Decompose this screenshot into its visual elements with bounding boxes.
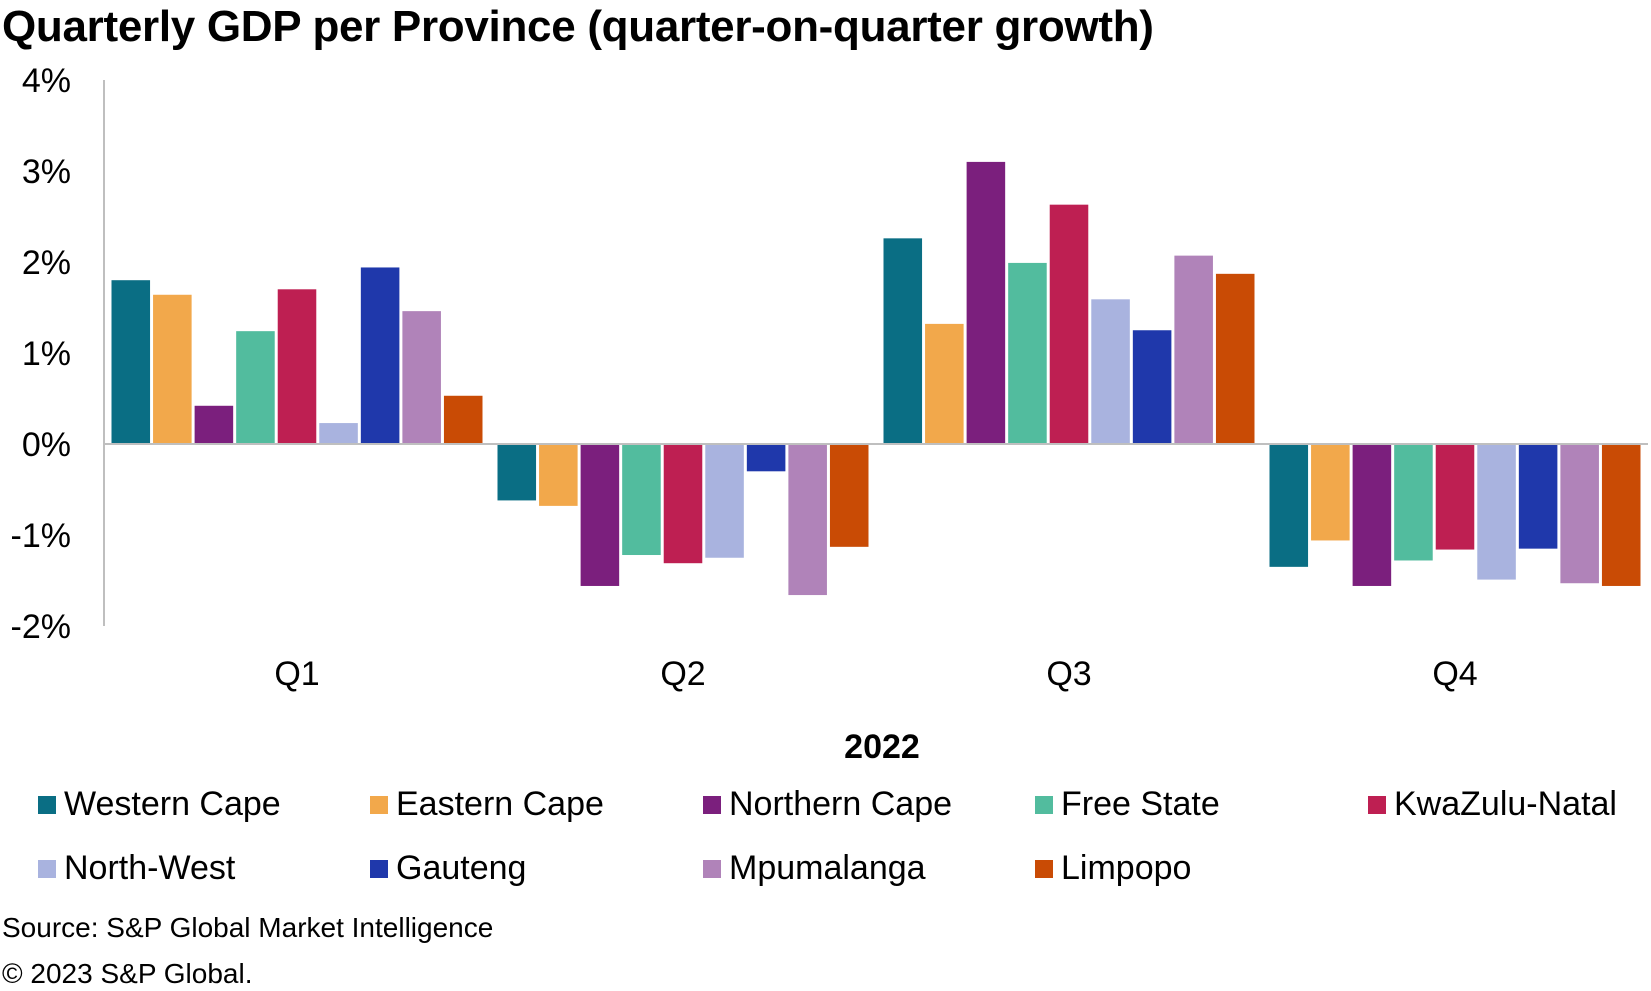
bar [1518, 444, 1558, 549]
y-tick-label: 0% [22, 426, 71, 464]
bar [1132, 330, 1172, 444]
y-tick-label: -1% [11, 517, 71, 555]
bar [1174, 255, 1213, 444]
bar [1311, 444, 1350, 541]
bar [1269, 444, 1309, 567]
bar [1560, 444, 1599, 584]
legend-label: North-West [64, 849, 236, 887]
legend-label: Northern Cape [729, 785, 953, 823]
x-axis: Q1 Q2 Q3 Q4 [104, 443, 1648, 693]
bar [111, 280, 151, 444]
x-tick-label: Q1 [274, 655, 319, 693]
legend-item: Western Cape [38, 785, 281, 824]
y-tick-label: 4% [22, 62, 71, 100]
y-tick-label: 3% [22, 153, 71, 191]
bar [925, 323, 964, 444]
legend-swatch [1368, 795, 1386, 814]
legend-label: Free State [1061, 785, 1220, 823]
legend-item: Limpopo [1035, 849, 1191, 888]
legend-swatch [703, 795, 721, 814]
legend-label: Limpopo [1061, 849, 1192, 887]
x-tick-label: Q2 [660, 655, 705, 693]
bar [883, 238, 923, 444]
x-tick-label: Q4 [1432, 655, 1477, 693]
legend-label: Gauteng [396, 849, 527, 887]
legend-item: Gauteng [370, 849, 526, 888]
bar [1215, 273, 1255, 444]
bar [829, 444, 869, 547]
bar [497, 444, 537, 501]
bar [277, 289, 317, 444]
bar [705, 444, 744, 558]
bar [360, 267, 400, 444]
bar [236, 331, 275, 444]
y-tick-label: 2% [22, 244, 71, 282]
legend-item: Free State [1035, 785, 1220, 824]
x-axis-title: 2022 [844, 728, 920, 766]
bar [580, 444, 620, 586]
legend-item: Northern Cape [703, 785, 952, 824]
legend-item: Eastern Cape [370, 785, 604, 824]
legend-label: KwaZulu-Natal [1394, 785, 1617, 823]
legend-swatch [38, 795, 56, 814]
bar [788, 444, 827, 596]
legend-swatch [370, 859, 388, 878]
bar [1091, 299, 1130, 444]
bar [539, 444, 578, 506]
bar [153, 294, 192, 444]
copyright-note: © 2023 S&P Global. [2, 958, 253, 989]
bar [1435, 444, 1475, 550]
y-axis: -2% -1% 0% 1% 2% 3% 4% [11, 62, 105, 646]
legend-swatch [1035, 795, 1053, 814]
legend-label: Western Cape [64, 785, 281, 823]
legend-swatch [370, 795, 388, 814]
legend-label: Mpumalanga [729, 849, 926, 887]
legend-swatch [703, 859, 721, 878]
bars [111, 161, 1641, 596]
bar [663, 444, 703, 564]
source-note: Source: S&P Global Market Intelligence [2, 912, 494, 943]
legend-label: Eastern Cape [396, 785, 604, 823]
y-tick-label: 1% [22, 335, 71, 373]
bar [1049, 204, 1089, 444]
bar [319, 423, 358, 444]
bar [966, 161, 1006, 444]
bar [194, 405, 234, 444]
bar [1352, 444, 1392, 586]
bar [746, 444, 786, 472]
legend-item: KwaZulu-Natal [1368, 785, 1617, 824]
bar [443, 395, 483, 444]
legend-swatch [1035, 859, 1053, 878]
legend-item: Mpumalanga [703, 849, 926, 888]
legend-swatch [38, 859, 56, 878]
bar [402, 311, 441, 444]
legend-item: North-West [38, 849, 235, 888]
bar [1601, 444, 1641, 586]
y-tick-label: -2% [11, 608, 71, 646]
bar [1394, 444, 1433, 561]
chart-title: Quarterly GDP per Province (quarter-on-q… [2, 2, 1154, 51]
x-tick-label: Q3 [1046, 655, 1091, 693]
bar [622, 444, 661, 556]
bar [1477, 444, 1516, 580]
bar [1008, 262, 1047, 444]
